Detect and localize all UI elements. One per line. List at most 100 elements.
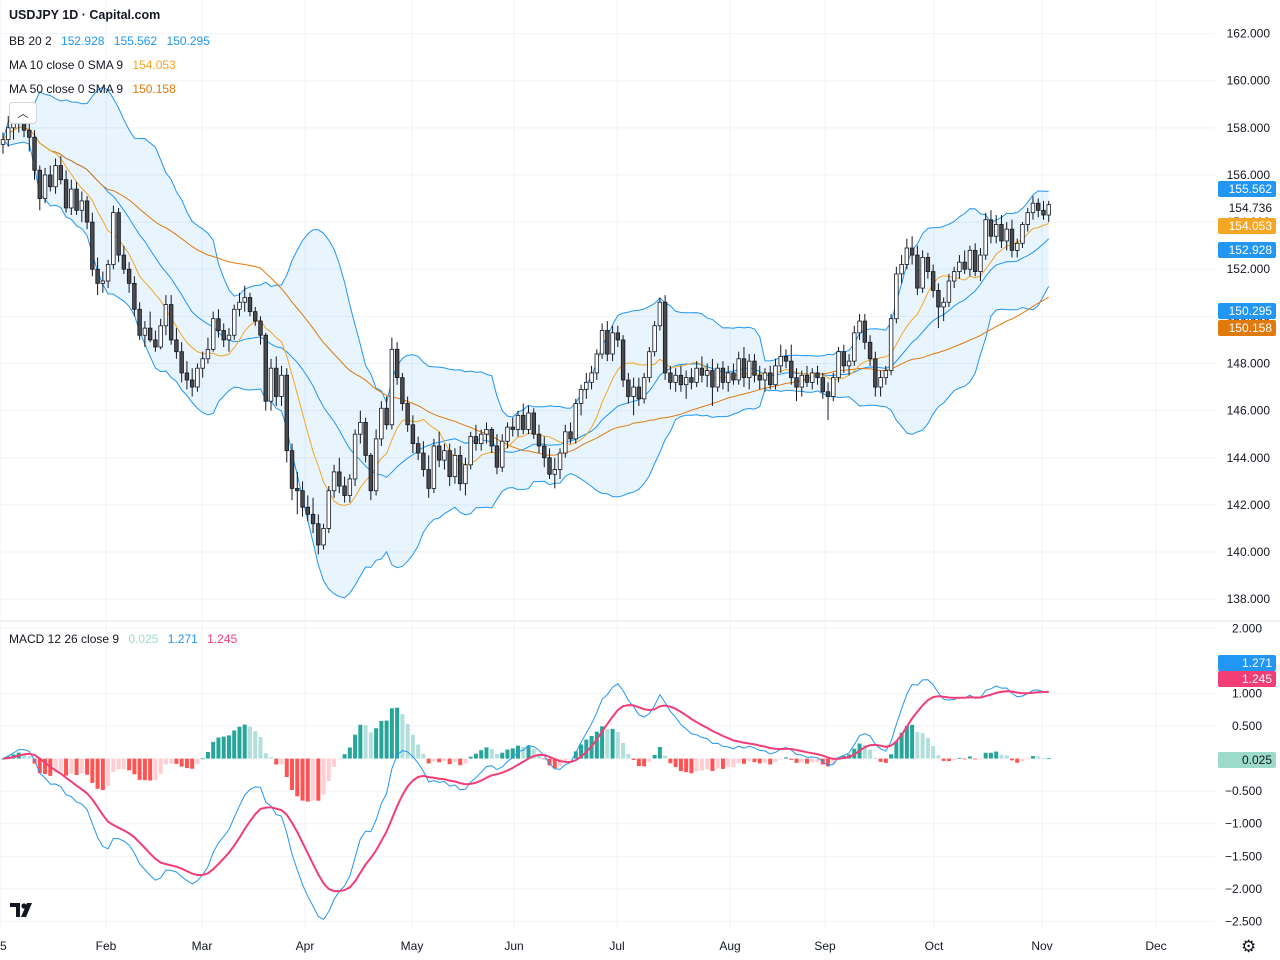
macd-axis[interactable]: 2.000 1.000 0.500 −0.500 −1.000 −1.500 −2.000 −…	[1225, 621, 1262, 928]
candle-down	[489, 429, 494, 447]
macd-histogram-bar	[510, 748, 515, 759]
macd-histogram-bar	[395, 707, 400, 759]
macd-histogram	[1, 707, 1051, 802]
candle-down	[126, 268, 132, 284]
candle-down	[820, 377, 825, 393]
candle-down	[662, 301, 668, 374]
candle-down	[95, 268, 100, 284]
macd-histogram-bar	[326, 758, 331, 782]
candle-up	[431, 445, 437, 489]
macd-histogram-bar	[121, 758, 126, 770]
candle-down	[909, 247, 915, 256]
candle-down	[768, 372, 773, 386]
macd-histogram-bar	[95, 758, 100, 789]
candle-up	[899, 264, 904, 275]
macd-histogram-bar	[226, 735, 231, 759]
macd-histogram-bar	[111, 758, 116, 772]
macd-histogram-bar	[631, 758, 636, 760]
candle-up	[452, 454, 458, 478]
candle-up	[0, 139, 6, 145]
macd-histogram-bar	[873, 757, 878, 759]
candle-down	[1009, 228, 1015, 251]
macd-histogram-bar	[431, 758, 436, 762]
chart-title: USDJPY 1D · Capital.com	[9, 8, 161, 22]
price-badge-bg	[1218, 200, 1276, 216]
candle-up	[163, 304, 169, 327]
candle-down	[620, 339, 626, 381]
macd-histogram-bar	[810, 758, 815, 763]
legend-bb-value-1: 152.928	[61, 34, 105, 48]
candle-down	[168, 304, 174, 341]
candle-up	[589, 372, 594, 383]
macd-histogram-bar	[899, 732, 904, 759]
price-tick-label: 152.000	[1227, 262, 1271, 276]
candle-up	[442, 450, 447, 461]
candle-up	[552, 469, 557, 475]
macd-histogram-bar	[957, 758, 962, 760]
macd-badge: 1.271	[1242, 656, 1272, 670]
candle-up	[500, 440, 505, 468]
macd-histogram-bar	[941, 758, 946, 761]
candle-up	[1046, 204, 1051, 216]
macd-line	[2, 679, 1049, 921]
legend-macd[interactable]: MACD 12 26 close 9 0.025 1.271 1.245	[9, 632, 243, 646]
macd-histogram-bar	[799, 758, 804, 763]
gear-icon[interactable]: ⚙	[1241, 937, 1257, 956]
candle-down	[510, 426, 515, 430]
candle-down	[521, 414, 526, 430]
legend-bb[interactable]: BB 20 2 152.928 155.562 150.295	[9, 34, 216, 48]
candle-down	[421, 452, 426, 470]
price-badge: 150.158	[1229, 321, 1273, 335]
macd-histogram-bar	[1046, 758, 1051, 759]
candle-up	[957, 261, 962, 272]
candle-up	[468, 436, 473, 466]
macd-histogram-bar	[426, 758, 431, 764]
candle-down	[626, 379, 631, 397]
macd-histogram-bar	[563, 758, 568, 762]
candle-up	[573, 403, 578, 440]
legend-ma50[interactable]: MA 50 close 0 SMA 9 150.158	[9, 82, 182, 96]
macd-histogram-bar	[85, 758, 90, 775]
grid	[0, 0, 1280, 928]
candle-down	[116, 212, 121, 256]
price-badge: 154.736	[1229, 201, 1273, 215]
candle-up	[831, 377, 836, 397]
candle-up	[878, 377, 883, 388]
tradingview-logo[interactable]	[10, 900, 40, 922]
macd-histogram-bar	[1030, 756, 1035, 759]
macd-histogram-bar	[967, 756, 972, 759]
legend-bb-value-3: 150.295	[166, 34, 210, 48]
macd-histogram-bar	[573, 751, 578, 759]
macd-histogram-bar	[915, 732, 920, 759]
macd-histogram-bar	[479, 750, 484, 759]
macd-histogram-bar	[720, 758, 725, 769]
macd-histogram-bar	[678, 758, 683, 772]
candle-up	[358, 422, 363, 435]
candle-down	[305, 506, 310, 515]
candle-up	[852, 332, 857, 362]
legend-ma10[interactable]: MA 10 close 0 SMA 9 154.053	[9, 58, 182, 72]
candle-up	[673, 374, 678, 383]
candle-up	[846, 360, 852, 367]
time-axis[interactable]: 25 Feb Mar Apr May Jun Jul Aug Sep Oct Nov Dec	[0, 939, 1167, 953]
price-axis[interactable]: 162.000160.000158.000156.000154.000152.0…	[1227, 27, 1271, 607]
candle-down	[841, 351, 846, 367]
macd-histogram-bar	[468, 756, 473, 759]
macd-histogram-bar	[200, 758, 205, 760]
macd-histogram-bar	[452, 758, 457, 762]
candle-down	[121, 254, 127, 270]
macd-histogram-bar	[416, 744, 421, 759]
macd-histogram-bar	[27, 756, 32, 759]
candle-down	[221, 330, 226, 341]
macd-histogram-bar	[868, 749, 873, 759]
collapse-legend-button[interactable]: ︿	[9, 102, 37, 124]
macd-histogram-bar	[305, 758, 310, 802]
macd-histogram-bar	[279, 758, 284, 765]
legend-macd-value: 1.271	[167, 632, 198, 646]
candle-down	[972, 249, 978, 272]
candle-down	[794, 377, 799, 388]
macd-histogram-bar	[831, 758, 836, 764]
macd-histogram-bar	[90, 758, 95, 783]
candle-down	[37, 169, 42, 199]
